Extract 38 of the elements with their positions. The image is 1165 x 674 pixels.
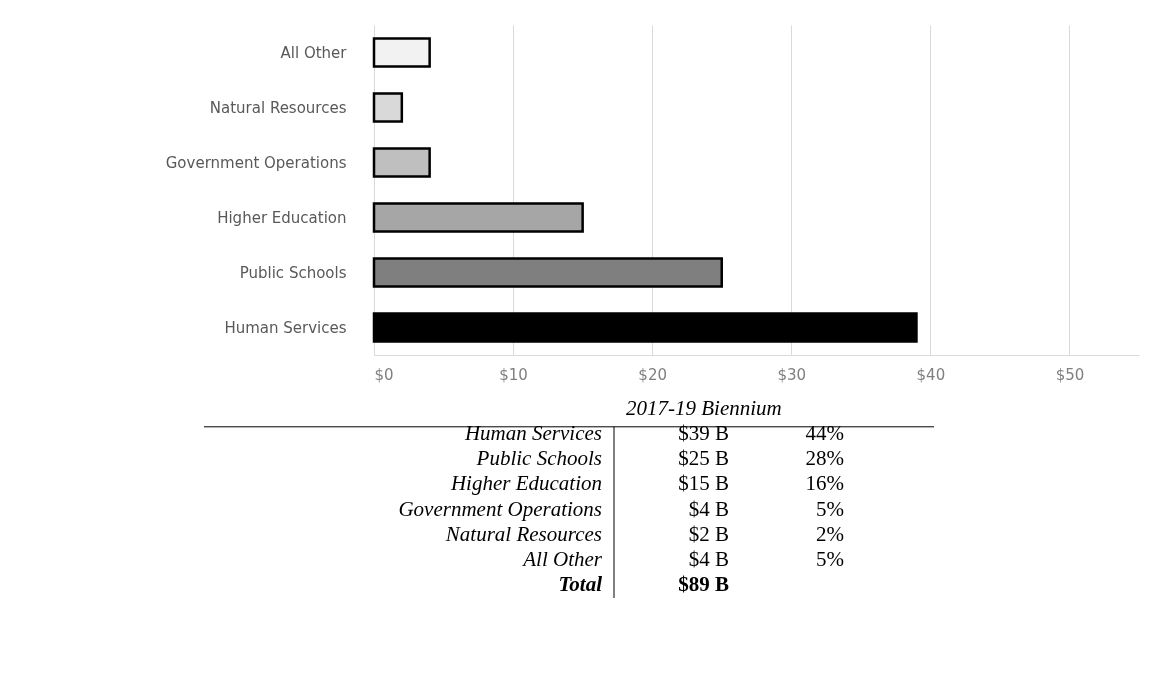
x-tick-label: $40 xyxy=(916,365,946,384)
bar xyxy=(372,202,584,233)
text: 2017-19 Biennium xyxy=(626,395,782,420)
text: 16% xyxy=(805,471,844,496)
text: Natural Resources xyxy=(444,521,602,546)
bar xyxy=(372,257,723,288)
text: 28% xyxy=(805,446,844,471)
x-tick-label: $30 xyxy=(777,365,807,384)
bar xyxy=(372,37,431,68)
text: 2% xyxy=(816,521,844,546)
y-tick-label: All Other xyxy=(280,43,348,62)
text: Total xyxy=(558,572,603,597)
text: Human Services xyxy=(463,420,602,445)
text: Higher Education xyxy=(449,471,602,496)
x-tick-label: $10 xyxy=(499,365,528,384)
y-tick-label: Natural Resources xyxy=(209,98,347,117)
text: $4 B xyxy=(688,496,729,521)
text: $2 B xyxy=(688,521,729,546)
bar xyxy=(372,312,918,343)
text: All Other xyxy=(521,547,603,572)
y-tick-label: Human Services xyxy=(224,318,347,337)
text: 5% xyxy=(816,496,844,521)
text: $89 B xyxy=(678,572,729,597)
y-tick-label: Public Schools xyxy=(239,263,347,282)
text: $4 B xyxy=(688,547,729,572)
bar xyxy=(372,147,431,178)
text: $39 B xyxy=(678,420,729,445)
text: $25 B xyxy=(678,446,729,471)
y-tick-label: Government Operations xyxy=(165,153,347,172)
text: $15 B xyxy=(678,471,729,496)
text: 44% xyxy=(805,420,844,445)
x-tick-label: $0 xyxy=(374,365,394,384)
x-tick-label: $50 xyxy=(1055,365,1085,384)
y-tick-label: Higher Education xyxy=(217,208,347,227)
text: Government Operations xyxy=(398,496,602,521)
text: Public Schools xyxy=(475,446,602,471)
text: 5% xyxy=(816,547,844,572)
x-tick-label: $20 xyxy=(638,365,667,384)
